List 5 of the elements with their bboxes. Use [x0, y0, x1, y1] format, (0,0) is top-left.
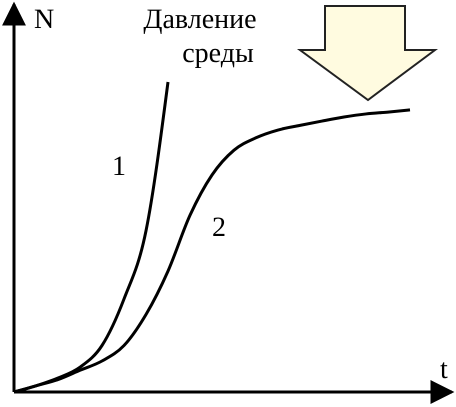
series-label: 1	[112, 151, 126, 182]
text: Давление среды	[143, 4, 257, 69]
x-axis-title: t	[440, 354, 448, 385]
series-label: 2	[212, 212, 226, 243]
y-axis-title: N	[34, 4, 54, 35]
